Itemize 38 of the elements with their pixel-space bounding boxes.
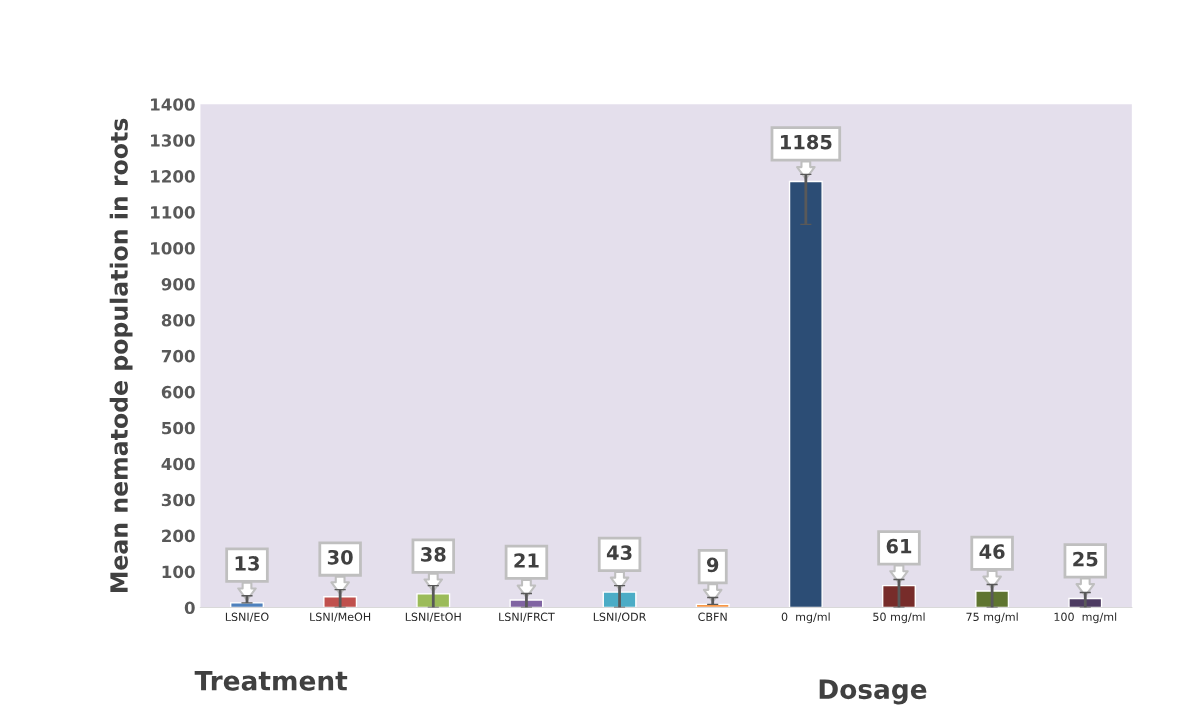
- x-tick-label: CBFN: [698, 612, 727, 622]
- y-tick-label: 1000: [151, 242, 195, 255]
- data-label: 25: [1073, 551, 1098, 567]
- y-tick-label: 200: [162, 529, 195, 543]
- x-tick-label: 0 mg/ml: [781, 612, 830, 624]
- y-tick-label: 1300: [151, 134, 195, 147]
- x-tick-label: LSNI/ODR: [593, 612, 647, 622]
- y-tick-label: 0: [184, 601, 195, 615]
- y-tick-label: 900: [161, 277, 195, 291]
- y-tick-label: 700: [161, 349, 195, 363]
- text: Dosage: [819, 679, 927, 705]
- y-tick-label: 400: [161, 457, 195, 471]
- y-axis-title: Mean nematode population in roots: [109, 118, 133, 592]
- y-tick-label: 800: [161, 313, 195, 327]
- data-label: 46: [979, 544, 1005, 559]
- data-label: 61: [886, 538, 912, 554]
- y-tick-label: 300: [161, 493, 195, 507]
- data-label: 13: [235, 556, 259, 571]
- text: Treatment: [194, 671, 348, 691]
- x-tick-label: 100 mg/ml: [1054, 612, 1117, 624]
- y-tick-label: 100: [162, 565, 195, 579]
- y-tick-label: 1100: [151, 206, 195, 219]
- data-label: 21: [514, 553, 539, 568]
- y-tick-label: 1400: [151, 98, 195, 111]
- y-tick-label: 600: [161, 385, 195, 399]
- data-label: 38: [421, 547, 446, 562]
- x-tick-label: LSNI/FRCT: [499, 612, 555, 622]
- data-label: 1185: [780, 134, 832, 150]
- data-label: 9: [706, 557, 719, 573]
- y-tick-label: 500: [162, 421, 195, 435]
- x-tick-label: LSNI/EtOH: [405, 612, 461, 622]
- x-tick-label: 50 mg/ml: [873, 612, 925, 624]
- data-label: 43: [606, 545, 632, 560]
- x-tick-label: LSNI/MeOH: [310, 612, 371, 622]
- x-tick-label: LSNI/EO: [225, 612, 269, 622]
- data-label: 30: [327, 549, 353, 565]
- x-tick-label: 75 mg/ml: [966, 612, 1018, 624]
- y-tick-label: 1200: [151, 170, 195, 183]
